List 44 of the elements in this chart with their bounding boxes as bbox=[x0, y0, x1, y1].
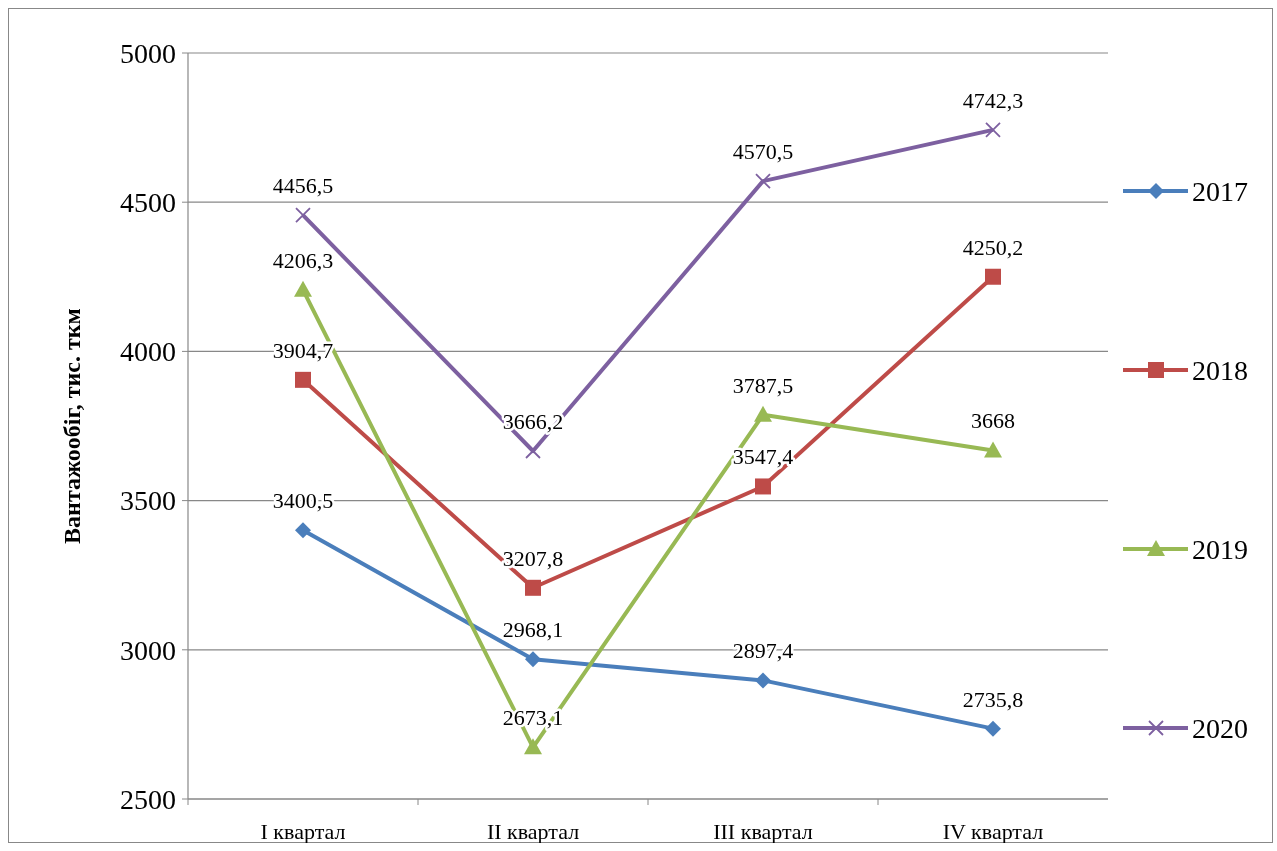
data-label: 4250,2 bbox=[962, 234, 1024, 260]
data-label: 4206,3 bbox=[272, 247, 334, 273]
point bbox=[755, 173, 771, 190]
y-tick-label: 3000 bbox=[120, 634, 176, 666]
point bbox=[295, 207, 311, 224]
point bbox=[754, 405, 772, 422]
point bbox=[295, 371, 311, 388]
data-label: 3668 bbox=[971, 408, 1015, 434]
y-axis-title: Вантажообіг, тис. ткм bbox=[59, 308, 85, 544]
data-label: 3207,8 bbox=[502, 545, 564, 571]
point bbox=[525, 443, 541, 459]
point bbox=[985, 720, 1001, 737]
legend-label: 2019 bbox=[1192, 533, 1248, 565]
point bbox=[755, 672, 771, 689]
point bbox=[295, 522, 311, 539]
y-tick-label: 5000 bbox=[120, 37, 176, 69]
y-tick-label: 3500 bbox=[120, 485, 176, 517]
point bbox=[294, 280, 312, 297]
point bbox=[525, 651, 541, 668]
point bbox=[984, 441, 1002, 458]
point bbox=[985, 122, 1001, 138]
x-tick-label: I квартал bbox=[260, 819, 346, 844]
data-label: 2735,8 bbox=[962, 686, 1024, 712]
point bbox=[524, 738, 542, 755]
x-tick-label: IV квартал bbox=[942, 819, 1044, 844]
x-tick-label: III квартал bbox=[713, 819, 813, 844]
data-label: 4742,3 bbox=[962, 87, 1024, 113]
y-tick-label: 4500 bbox=[120, 187, 176, 218]
data-label: 2897,4 bbox=[732, 638, 794, 664]
data-label: 3400,5 bbox=[272, 488, 334, 514]
point bbox=[755, 478, 771, 495]
data-label: 4456,5 bbox=[272, 173, 334, 199]
point bbox=[985, 268, 1001, 285]
data-label: 3904,7 bbox=[272, 337, 334, 363]
x-tick-label: II квартал bbox=[486, 819, 580, 844]
y-tick-label: 4000 bbox=[120, 336, 176, 368]
data-label: 4570,5 bbox=[732, 139, 794, 165]
legend-label: 2018 bbox=[1192, 354, 1248, 386]
y-tick-label: 2500 bbox=[120, 783, 176, 815]
point bbox=[525, 579, 541, 596]
legend-label: 2020 bbox=[1192, 712, 1248, 744]
data-label: 2968,1 bbox=[502, 617, 564, 643]
legend-label: 2017 bbox=[1192, 175, 1248, 207]
data-label: 3787,5 bbox=[732, 372, 794, 398]
